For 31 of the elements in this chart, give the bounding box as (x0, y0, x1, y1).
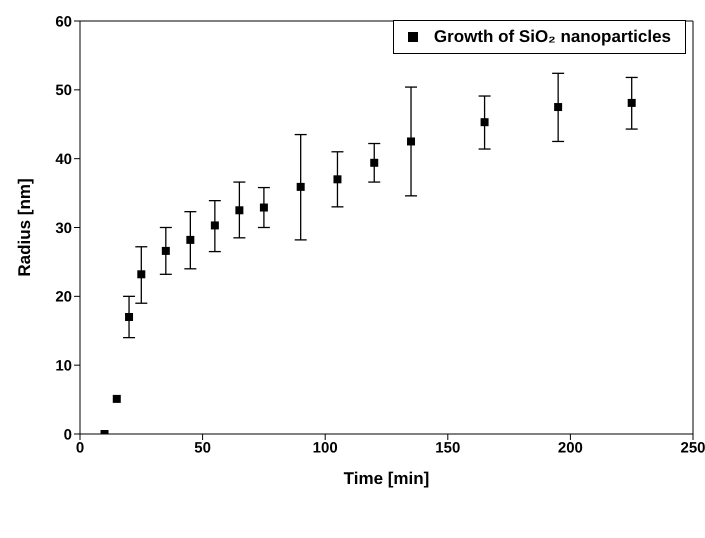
point (137, 270, 146, 278)
y-tick-label: 10 (55, 357, 72, 374)
point (235, 206, 244, 214)
y-axis-title: Radius [nm] (15, 178, 34, 277)
y-tick-label: 0 (64, 426, 72, 444)
point (296, 182, 305, 191)
y-tick-label: 20 (55, 288, 72, 306)
point (554, 103, 562, 112)
point (407, 137, 416, 146)
x-tick-label: 250 (680, 440, 705, 457)
point (260, 204, 268, 212)
point (186, 236, 194, 244)
x-tick-label: 100 (312, 440, 338, 457)
point (480, 118, 489, 126)
y-tick-label: 40 (55, 150, 72, 168)
x-axis-title: Time [min] (344, 469, 430, 488)
point (112, 394, 121, 403)
y-tick-label: 30 (55, 220, 72, 237)
legend-label: Growth of SiO₂ nanoparticles (434, 27, 671, 47)
point (210, 221, 219, 230)
x-tick-label: 150 (435, 440, 460, 457)
x-tick-label: 200 (558, 440, 583, 457)
point (125, 312, 134, 321)
y-tick-label: 60 (55, 13, 72, 30)
point (370, 158, 378, 167)
point (628, 98, 636, 107)
x-tick-label: 0 (76, 440, 84, 457)
x-tick-label: 50 (194, 440, 211, 457)
point (333, 175, 342, 184)
y-tick-label: 50 (55, 82, 72, 100)
point (162, 246, 170, 255)
